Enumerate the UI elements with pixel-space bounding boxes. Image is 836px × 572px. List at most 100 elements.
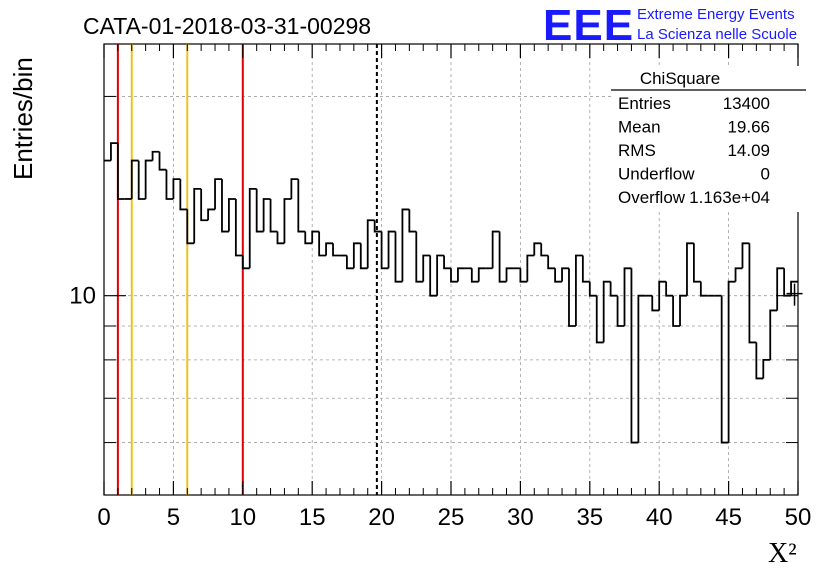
- histogram-series: [104, 142, 803, 444]
- reference-lines: [116, 44, 378, 495]
- y-axis-label: Entries/bin: [8, 57, 38, 180]
- x-tick-label: 20: [368, 504, 395, 531]
- x-tick-label: 35: [576, 504, 603, 531]
- x-tick-label: 45: [715, 504, 742, 531]
- histogram-bin: [158, 151, 167, 171]
- histogram-bin: [623, 267, 632, 327]
- x-tick-label: 30: [507, 504, 534, 531]
- x-tick-label: 40: [646, 504, 673, 531]
- eee-logo-text: EEE: [543, 1, 634, 50]
- y-tick-label: 10: [69, 283, 96, 310]
- histogram-bin: [221, 179, 229, 233]
- stats-row-value: 1.163e+04: [689, 188, 770, 207]
- stats-row-label: Underflow: [618, 165, 695, 184]
- histogram-bin: [422, 254, 431, 282]
- histogram-bin: [283, 198, 292, 244]
- histogram-bin: [151, 150, 160, 161]
- histogram-bin: [679, 294, 687, 327]
- histogram-bin: [554, 268, 563, 283]
- histogram-bin: [179, 179, 188, 211]
- x-tick-label: 10: [229, 504, 256, 531]
- histogram-bin: [297, 179, 306, 233]
- histogram-bin: [491, 230, 500, 269]
- histogram-bin: [443, 255, 451, 270]
- x-tick-label: 5: [167, 504, 180, 531]
- histogram-bin: [165, 169, 174, 200]
- histogram-bin: [172, 178, 181, 199]
- histogram-bin: [429, 255, 438, 297]
- histogram-bin: [248, 187, 257, 269]
- brand-line-2: La Scienza nelle Scuole: [637, 26, 797, 43]
- histogram-bin: [193, 187, 202, 244]
- stats-title: ChiSquare: [640, 69, 720, 88]
- histogram-bin: [346, 255, 354, 270]
- histogram-bin: [318, 231, 327, 257]
- histogram-bin: [568, 268, 576, 327]
- histogram-bin: [144, 159, 153, 199]
- histogram-bin: [741, 242, 750, 269]
- stats-row-value: 14.09: [727, 141, 770, 160]
- stats-box: ChiSquare Entries 13400 Mean 19.66 RMS 14.09 U…: [611, 66, 806, 212]
- histogram-bin: [547, 255, 556, 270]
- histogram-bin: [380, 231, 389, 270]
- histogram-bin: [325, 242, 334, 256]
- histogram-bin: [561, 267, 569, 282]
- histogram-bin: [609, 281, 618, 297]
- histogram-bin: [352, 242, 361, 269]
- histogram-bin: [505, 267, 514, 282]
- histogram-bin: [533, 242, 542, 256]
- stats-row-label: Entries: [618, 94, 671, 113]
- histogram-bin: [373, 220, 382, 233]
- histogram-bin: [332, 243, 340, 257]
- histogram-bin: [783, 268, 792, 297]
- histogram-bin: [359, 243, 368, 270]
- stats-row-value: 0: [761, 165, 770, 184]
- histogram-bin: [276, 231, 285, 245]
- histogram-bin: [762, 358, 771, 379]
- histogram-bin: [214, 178, 222, 210]
- histogram-bin: [727, 280, 736, 443]
- histogram-bin: [415, 231, 424, 283]
- histogram-bin: [255, 188, 264, 233]
- histogram-bin: [748, 243, 757, 344]
- histogram-bin: [269, 198, 278, 233]
- histogram-bin: [436, 254, 445, 296]
- histogram-bin: [304, 231, 313, 245]
- histogram-bin: [408, 209, 417, 233]
- histogram-bin: [581, 255, 590, 283]
- x-tick-label: 50: [785, 504, 812, 531]
- x-tick-label: 0: [97, 504, 110, 531]
- histogram-bin: [658, 280, 667, 311]
- eee-logo: EEE Extreme Energy Events La Scienza nel…: [543, 1, 797, 50]
- histogram-bin: [262, 198, 271, 232]
- histogram-bin: [755, 342, 764, 380]
- x-tick-label: 15: [299, 504, 326, 531]
- histogram-bin: [686, 242, 694, 296]
- histogram-bin: [290, 178, 299, 199]
- run-title: CATA-01-2018-03-31-00298: [83, 13, 371, 39]
- histogram-bin: [616, 295, 625, 327]
- histogram-bin: [470, 268, 479, 283]
- histogram-bin: [637, 294, 646, 443]
- histogram-bin: [477, 267, 486, 282]
- histogram-bin: [228, 198, 236, 232]
- histogram-bin: [311, 230, 320, 244]
- histogram-bin: [769, 309, 778, 360]
- histogram-bin: [457, 267, 465, 282]
- histogram-bin: [200, 188, 209, 222]
- histogram-bin: [519, 268, 528, 283]
- histogram-bin: [540, 243, 549, 257]
- histogram-bin: [401, 208, 410, 282]
- histogram-bin: [602, 280, 611, 343]
- histogram-bin: [116, 143, 125, 200]
- histogram-bin: [498, 231, 507, 283]
- histogram-bin: [720, 295, 729, 444]
- stats-row-label: Overflow: [618, 188, 686, 207]
- histogram-bin: [630, 268, 639, 444]
- histogram-bin: [790, 280, 798, 296]
- stats-row-value: 19.66: [727, 118, 770, 137]
- histogram-bin: [110, 142, 118, 161]
- stats-row-value: 13400: [723, 94, 770, 113]
- histogram-bin: [137, 160, 146, 200]
